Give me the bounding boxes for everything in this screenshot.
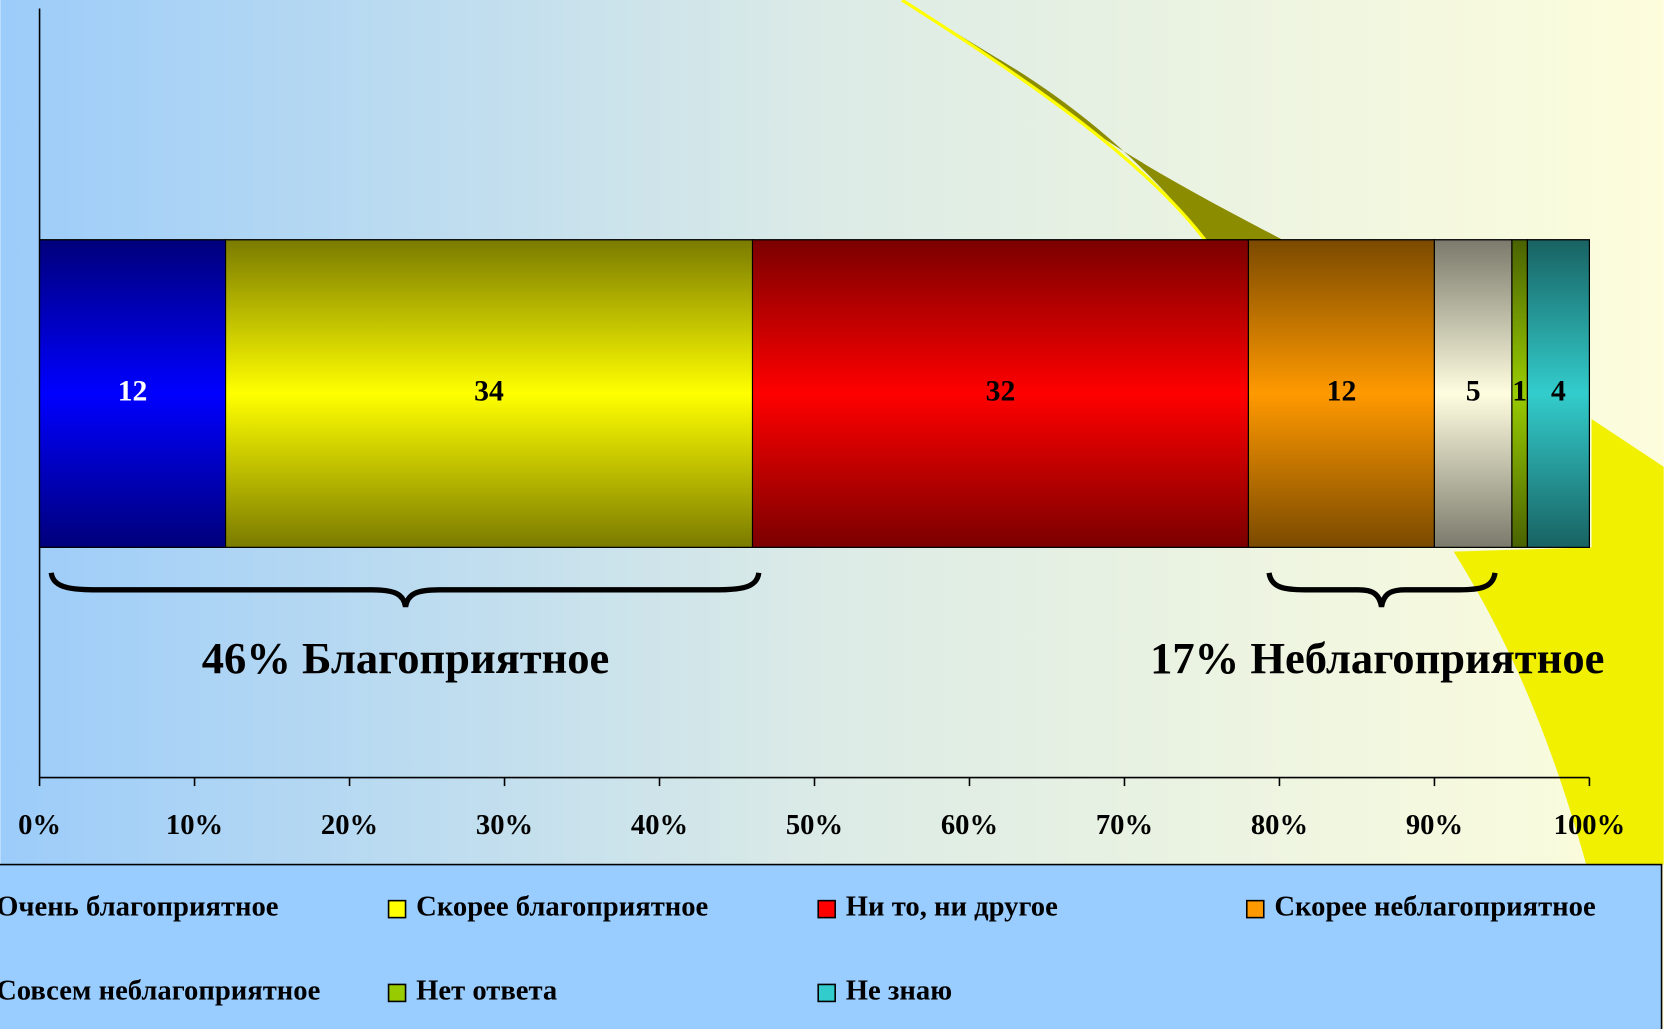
legend-label: Не знаю [846,975,952,1007]
data-label: 5 [1466,375,1481,407]
brace [1266,572,1498,608]
x-tick-label: 40% [631,809,688,841]
data-label: 12 [1327,375,1357,407]
data-label: 32 [986,375,1016,407]
x-tick-label: 10% [166,809,223,841]
legend-swatch [1245,899,1265,919]
x-tick-label: 30% [476,809,533,841]
legend-label: Скорее неблагоприятное [1274,891,1595,923]
x-tick-label: 70% [1096,809,1153,841]
x-tick-label: 100% [1554,809,1626,841]
legend-swatch [387,899,407,919]
decor-swoosh [1453,419,1664,865]
decor-swoosh-edge [901,0,1211,248]
bar-outline [1526,239,1590,548]
decor-swoosh [902,0,1295,247]
legend-label: Нет ответа [416,975,557,1007]
x-tick-label: 20% [321,809,378,841]
annotation: 17% Неблагоприятное [1150,633,1604,683]
brace [48,572,762,608]
data-label: 4 [1551,375,1566,407]
x-tick-label: 0% [18,809,61,841]
legend-swatch [387,983,407,1003]
data-label: 12 [118,375,148,407]
annotation: 46% Благоприятное [202,633,610,683]
legend-swatch [817,899,836,919]
x-tick-label: 90% [1406,809,1463,841]
legend-swatch [817,983,836,1003]
x-tick-label: 60% [941,809,998,841]
x-tick-label: 50% [786,809,843,841]
data-label: 34 [474,375,504,407]
legend-label: Совсем неблагоприятное [0,975,320,1007]
x-tick-label: 80% [1251,809,1308,841]
legend-label: Скорее благоприятное [416,891,708,923]
legend-label: Ни то, ни другое [846,891,1058,923]
data-label: 1 [1512,375,1527,407]
legend-label: Очень благоприятное [0,891,279,923]
legend-box [0,863,1663,1034]
